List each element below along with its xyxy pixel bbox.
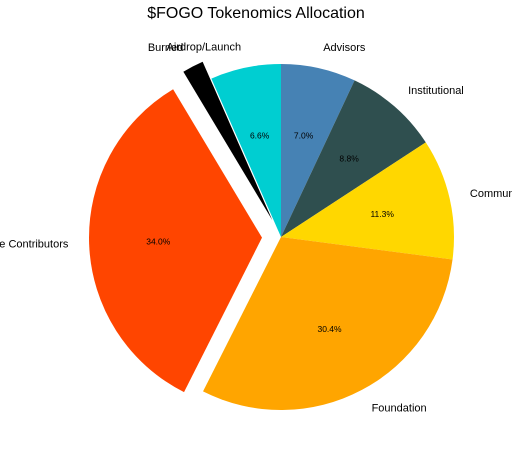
pie-slice-institutional [281, 80, 426, 237]
pie-slice-foundation [203, 237, 453, 410]
slice-label-foundation: Foundation [372, 402, 427, 414]
pct-label-airdrop-launch: 6.6% [250, 130, 270, 140]
pie-slice-burned [183, 61, 273, 221]
pie-slice-airdrop-launch [211, 64, 281, 237]
slice-label-burned: Burned [148, 42, 183, 54]
pct-label-community: 11.3% [370, 209, 394, 219]
slice-label-advisors: Advisors [323, 42, 366, 54]
chart-title: $FOGO Tokenomics Allocation [147, 5, 365, 22]
slice-label-airdrop-launch: Airdrop/Launch [167, 41, 242, 53]
slice-label-community: Community [470, 188, 512, 200]
pct-label-institutional: 8.8% [339, 154, 359, 164]
pct-label-core-contributors: 34.0% [146, 236, 171, 246]
slice-label-core-contributors: Core Contributors [0, 239, 69, 251]
slice-label-institutional: Institutional [408, 85, 464, 97]
pct-label-foundation: 30.4% [317, 324, 342, 334]
pie-slice-core-contributors [89, 89, 263, 393]
pie-slice-community [281, 142, 454, 260]
pct-label-advisors: 7.0% [294, 131, 314, 141]
pie-slice-advisors [281, 64, 355, 237]
